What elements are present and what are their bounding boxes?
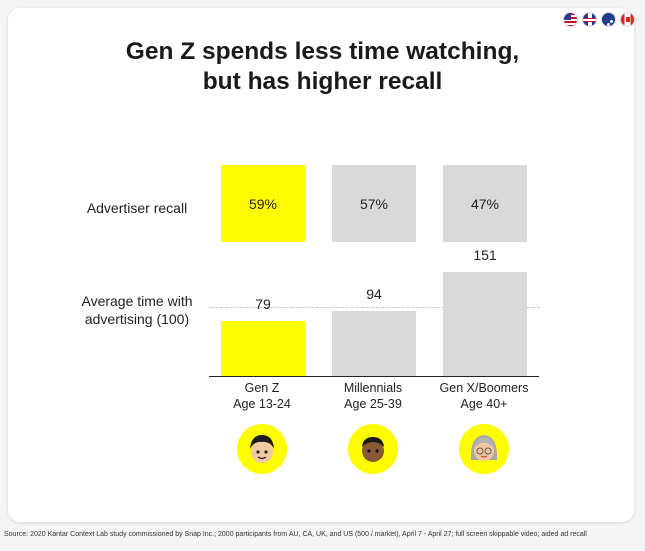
australia-flag-icon: [601, 12, 616, 27]
genz-avatar-icon: [237, 424, 287, 474]
recall-box-boomers: 47%: [443, 165, 527, 242]
title-line-1: Gen Z spends less time watching,: [125, 38, 520, 65]
gen-label-millennials: Millennials Age 25-39: [316, 380, 430, 412]
boomer-avatar-icon: [459, 424, 509, 474]
canada-flag-icon: [620, 12, 635, 27]
recall-value-boomers: 47%: [470, 195, 500, 212]
chart-card: [8, 8, 634, 522]
uk-flag-icon: [582, 12, 597, 27]
time-value-millennials: 94: [366, 286, 382, 303]
gen-label-genz: Gen Z Age 13-24: [205, 380, 319, 412]
recall-box-genz: 59%: [221, 165, 305, 242]
time-row-label-line-2: advertising (100): [84, 311, 190, 327]
time-bar-genz: [221, 321, 305, 376]
time-row-label-line-1: Average time with: [81, 293, 193, 309]
gen-name-genz: Gen Z: [244, 381, 280, 395]
chart-title: Gen Z spends less time watching, but has…: [0, 37, 645, 97]
x-axis-line: [209, 376, 539, 377]
time-row-label: Average time with advertising (100): [62, 292, 212, 328]
time-bar-boomers: [443, 271, 527, 376]
recall-row-label: Advertiser recall: [86, 200, 188, 216]
gen-age-boomers: Age 40+: [460, 397, 508, 411]
gen-name-millennials: Millennials: [343, 381, 403, 395]
recall-box-millennials: 57%: [332, 165, 416, 242]
gen-age-genz: Age 13-24: [233, 397, 291, 411]
title-line-2: but has higher recall: [202, 68, 443, 95]
time-bar-millennials: [332, 311, 416, 376]
gen-label-boomers: Gen X/Boomers Age 40+: [427, 380, 541, 412]
recall-value-millennials: 57%: [359, 195, 389, 212]
recall-value-genz: 59%: [248, 195, 278, 212]
gen-age-millennials: Age 25-39: [344, 397, 402, 411]
time-value-boomers: 151: [473, 246, 497, 263]
millennial-avatar-icon: [348, 424, 398, 474]
gen-name-boomers: Gen X/Boomers: [439, 381, 529, 395]
us-flag-icon: [563, 12, 578, 27]
baseline-100-line: [210, 307, 540, 308]
source-note: Source: 2020 Kantar Context Lab study co…: [4, 531, 587, 538]
flag-strip: [563, 12, 635, 27]
time-value-genz: 79: [255, 296, 271, 313]
